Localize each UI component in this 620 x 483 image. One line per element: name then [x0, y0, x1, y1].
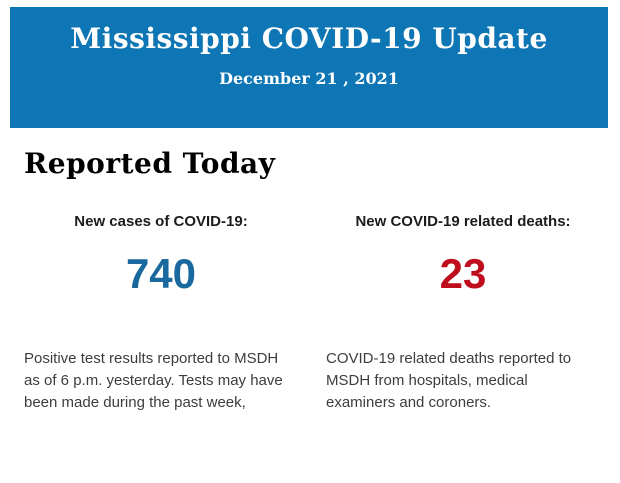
header-banner: Mississippi COVID-19 Update December 21 … [10, 7, 608, 128]
section-title: Reported Today [24, 147, 276, 180]
new-deaths-description: COVID-19 related deaths reported to MSDH… [326, 350, 572, 411]
new-cases-value: 740 [125, 250, 197, 297]
date-subtitle: December 21 , 2021 [219, 69, 399, 88]
stat-card-new-deaths: New COVID-19 related deaths: 23 COVID-19… [326, 213, 600, 414]
stat-card-new-cases: New cases of COVID-19: 740 Positive test… [24, 213, 298, 414]
new-cases-label: New cases of COVID-19: [74, 213, 248, 230]
stats-grid: New cases of COVID-19: 740 Positive test… [0, 213, 620, 414]
new-cases-description: Positive test results reported to MSDH a… [24, 350, 283, 411]
new-deaths-label: New COVID-19 related deaths: [355, 213, 571, 230]
page-title: Mississippi COVID-19 Update [70, 22, 548, 55]
new-deaths-value: 23 [439, 250, 487, 297]
